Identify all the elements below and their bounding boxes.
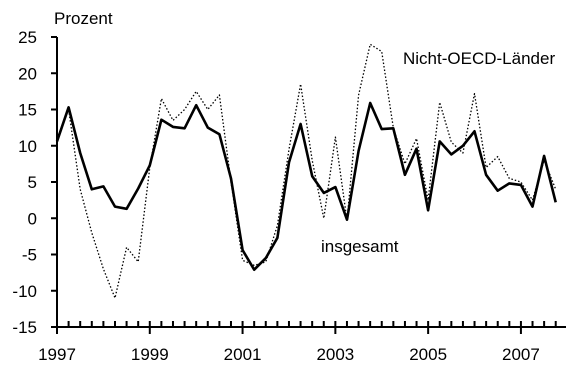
y-tick-label: 25: [18, 28, 37, 47]
x-tick-label: 2001: [224, 345, 262, 364]
x-tick-label: 2005: [409, 345, 447, 364]
x-axis: 1997 1999 2001 2003 2005 2007: [38, 321, 566, 364]
annotation-insgesamt: insgesamt: [321, 237, 399, 256]
y-tick-label: 0: [28, 209, 37, 228]
y-axis: 25 20 15 10 5 0 -5 -10 -15: [12, 28, 58, 337]
y-tick-label: -5: [22, 246, 37, 265]
y-tick-label: -10: [12, 282, 37, 301]
y-axis-label: Prozent: [54, 9, 113, 28]
series-line-nicht-oecd-l-nder: [56, 43, 557, 299]
y-tick-label: -15: [12, 318, 37, 337]
x-tick-label: 2003: [316, 345, 354, 364]
y-tick-label: 10: [18, 137, 37, 156]
y-tick-label: 20: [18, 64, 37, 83]
x-tick-label: 1997: [38, 345, 76, 364]
x-tick-label: 2007: [502, 345, 540, 364]
series-line-insgesamt: [55, 101, 557, 272]
series-group: [55, 43, 557, 299]
annotation-nicht-oecd: Nicht-OECD-Länder: [403, 49, 555, 68]
y-tick-label: 5: [28, 173, 37, 192]
x-tick-label: 1999: [131, 345, 169, 364]
y-tick-label: 15: [18, 101, 37, 120]
